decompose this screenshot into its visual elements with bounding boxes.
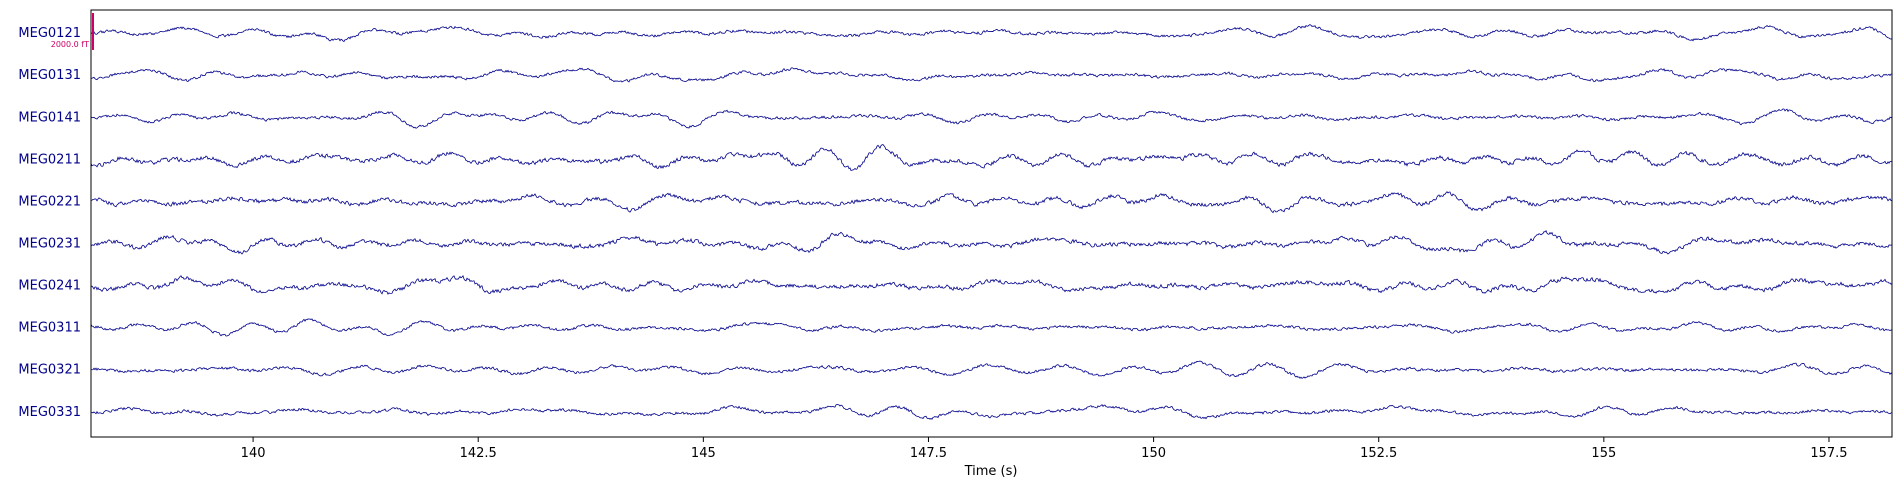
x-tick-label: 155: [1591, 446, 1616, 461]
x-axis-ticks: 140 142.5 145 147.5 150 152.5 155 157.5: [241, 437, 1848, 461]
channel-label-meg0331: MEG0331: [18, 405, 81, 420]
trace-meg0121: [90, 24, 1893, 43]
scale-bar-label: 2000.0 fT: [51, 40, 89, 49]
trace-meg0131: [90, 67, 1893, 83]
channel-label-meg0321: MEG0321: [18, 363, 81, 378]
scale-bar: 2000.0 fT: [51, 13, 94, 50]
trace-meg0141: [90, 108, 1893, 129]
plot-frame: [90, 9, 1893, 438]
x-tick-label: 145: [691, 446, 716, 461]
channel-label-meg0131: MEG0131: [18, 68, 81, 83]
channel-label-meg0311: MEG0311: [18, 321, 81, 336]
x-tick-label: 142.5: [460, 446, 497, 461]
x-tick-label: 150: [1141, 446, 1166, 461]
trace-meg0221: [90, 191, 1893, 214]
channel-label-meg0121: MEG0121: [18, 26, 81, 41]
channel-label-meg0141: MEG0141: [18, 110, 81, 125]
trace-meg0311: [90, 318, 1893, 337]
x-tick-label: 140: [241, 446, 266, 461]
trace-meg0231: [90, 230, 1893, 255]
channel-label-meg0231: MEG0231: [18, 236, 81, 251]
trace-meg0321: [90, 360, 1893, 379]
trace-meg0211: [90, 144, 1893, 172]
trace-meg0331: [90, 403, 1893, 420]
x-tick-label: 147.5: [910, 446, 947, 461]
x-tick-label: 157.5: [1810, 446, 1847, 461]
channel-label-meg0221: MEG0221: [18, 194, 81, 209]
trace-meg0241: [90, 274, 1893, 295]
x-tick-label: 152.5: [1360, 446, 1397, 461]
channel-label-meg0211: MEG0211: [18, 152, 81, 167]
traces-layer: [90, 24, 1893, 420]
x-axis-label: Time (s): [964, 464, 1018, 479]
channel-labels: MEG0121 MEG0131 MEG0141 MEG0211 MEG0221 MEG02…: [18, 26, 81, 420]
channel-label-meg0241: MEG0241: [18, 279, 81, 294]
